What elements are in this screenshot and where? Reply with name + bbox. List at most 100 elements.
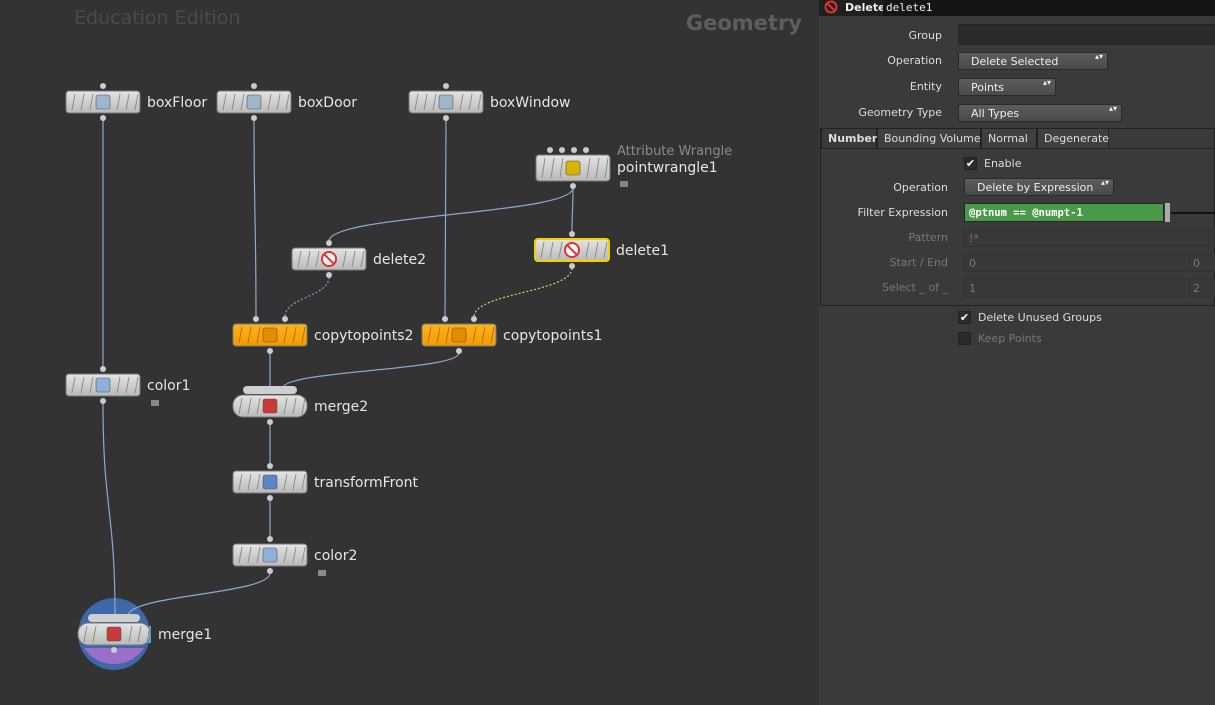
- tab[interactable]: Bounding Volume: [877, 128, 981, 148]
- checkbox-label: Enable: [984, 157, 1022, 170]
- checkbox[interactable]: ✔: [964, 157, 977, 170]
- node[interactable]: boxFloor: [65, 83, 207, 121]
- delete-icon-slash: [566, 244, 578, 256]
- node-stripe: [351, 250, 356, 268]
- node-stripe: [83, 625, 88, 643]
- merge-cap: [243, 386, 297, 394]
- lock-icon: [318, 570, 326, 576]
- node-type: Delete: [845, 1, 886, 14]
- node-label: copytopoints2: [314, 328, 413, 344]
- output-port: [100, 115, 106, 121]
- node[interactable]: copytopoints2: [232, 316, 413, 354]
- wire: [127, 572, 271, 617]
- node-icon: [565, 160, 581, 176]
- node-stripe: [247, 326, 252, 344]
- node-stripe: [427, 326, 432, 344]
- node-stripe: [134, 376, 139, 394]
- input-port: [442, 316, 448, 322]
- node-stripe: [116, 376, 121, 394]
- node-stripe: [360, 250, 365, 268]
- output-port: [456, 348, 462, 354]
- text-field[interactable]: 2: [1188, 278, 1215, 297]
- node-stripe: [541, 157, 546, 179]
- node-stripe: [459, 93, 464, 111]
- checkbox[interactable]: [958, 332, 971, 345]
- text-field[interactable]: !*: [964, 228, 1215, 247]
- display-flag-bottom: [84, 648, 144, 665]
- node-stripe: [89, 376, 94, 394]
- node[interactable]: transformFront: [232, 463, 419, 501]
- combo-box[interactable]: Points: [958, 78, 1056, 96]
- output-port: [267, 495, 273, 501]
- combo-box[interactable]: Delete by Expression: [964, 178, 1114, 196]
- node-stripe: [283, 473, 288, 491]
- node-type-icon: [824, 0, 838, 14]
- param-label: Entity: [909, 80, 942, 93]
- combo-box[interactable]: All Types: [958, 104, 1122, 122]
- wire: [328, 187, 574, 242]
- node[interactable]: color2: [232, 536, 357, 576]
- node[interactable]: delete2: [291, 240, 426, 278]
- text-field[interactable]: 0: [1188, 253, 1215, 272]
- wire: [282, 352, 460, 389]
- node-stripe: [603, 241, 608, 259]
- wire: [102, 402, 116, 617]
- node[interactable]: merge2: [232, 386, 368, 425]
- combo-box[interactable]: Delete Selected: [958, 52, 1108, 70]
- checkbox[interactable]: ✔: [958, 311, 971, 324]
- node-stripe: [231, 93, 236, 111]
- output-port: [111, 647, 117, 653]
- input-port: [282, 316, 288, 322]
- node-stripe: [445, 326, 450, 344]
- tab[interactable]: Degenerate: [1037, 128, 1109, 148]
- node[interactable]: merge1: [77, 614, 212, 653]
- node[interactable]: copytopoints1: [421, 316, 602, 354]
- node-label: pointwrangle1: [617, 160, 718, 176]
- node-label: delete1: [616, 243, 669, 259]
- expression-field[interactable]: @ptnum == @numpt-1: [964, 203, 1164, 222]
- node-stripe: [125, 93, 130, 111]
- node[interactable]: delete1: [534, 231, 669, 269]
- param-label: Select _ of _: [881, 281, 948, 294]
- node[interactable]: color1: [65, 366, 190, 406]
- node-stripe: [477, 93, 482, 111]
- node-stripe: [595, 157, 600, 179]
- node-stripe: [292, 397, 297, 415]
- node-stripe: [222, 93, 227, 111]
- node-stripe: [283, 326, 288, 344]
- merge-cap: [88, 614, 140, 622]
- node-stripe: [256, 326, 261, 344]
- text-field[interactable]: 1: [964, 278, 1186, 297]
- parameter-panel: Delete delete1 Group Operation Delete Sele…: [819, 0, 1215, 705]
- param-label: Geometry Type: [858, 106, 942, 119]
- input-port: [267, 536, 273, 542]
- node-stripe: [490, 326, 495, 344]
- output-port: [267, 419, 273, 425]
- node-icon: [262, 327, 278, 343]
- node-type-label: Attribute Wrangle: [617, 144, 732, 159]
- input-port: [571, 147, 577, 153]
- node[interactable]: boxWindow: [408, 83, 571, 121]
- lock-icon: [151, 400, 159, 406]
- node-stripe: [301, 473, 306, 491]
- node-label: transformFront: [314, 475, 419, 491]
- tab[interactable]: Normal: [981, 128, 1037, 148]
- node-stripe: [137, 625, 142, 643]
- tab[interactable]: Number: [821, 128, 877, 148]
- node-stripe: [247, 397, 252, 415]
- node-name-field[interactable]: delete1: [883, 0, 1215, 16]
- text-field[interactable]: 0: [964, 253, 1186, 272]
- node[interactable]: boxDoor: [216, 83, 357, 121]
- checkbox-label: Keep Points: [978, 332, 1042, 345]
- output-port: [267, 348, 273, 354]
- text-field[interactable]: [958, 24, 1215, 45]
- wire: [571, 187, 574, 233]
- slider-handle[interactable]: [1165, 203, 1170, 222]
- output-port: [569, 263, 575, 269]
- node-stripe: [550, 157, 555, 179]
- watermark: Education Edition: [74, 7, 240, 29]
- node-icon: [438, 94, 454, 110]
- node-label: boxWindow: [490, 95, 571, 111]
- node-stripe: [238, 473, 243, 491]
